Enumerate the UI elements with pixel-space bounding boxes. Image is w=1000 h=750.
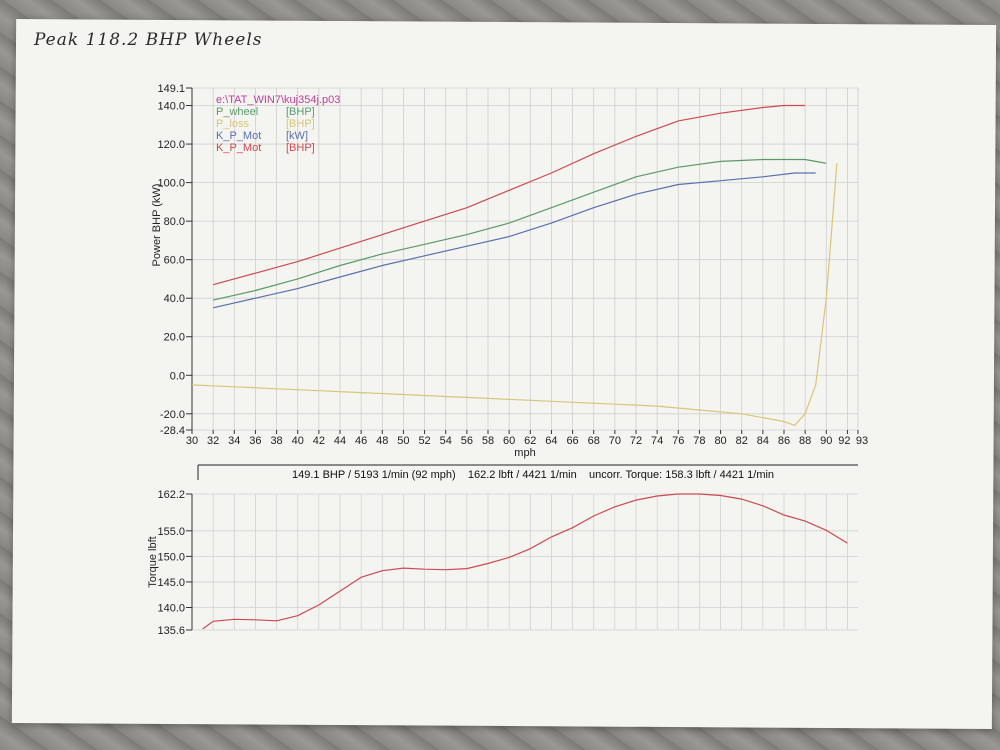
legend-series-unit: [BHP]: [286, 142, 315, 154]
y-tick-label: 100.0: [157, 178, 185, 190]
x-tick-label: 76: [672, 435, 684, 447]
y-tick-label: 120.0: [157, 139, 185, 151]
y-axis-label: Torque lbft: [147, 536, 159, 587]
y-tick-label: 135.6: [157, 625, 185, 637]
legend-series-name: K_P_Mot: [216, 142, 261, 154]
x-tick-label: 84: [757, 435, 769, 447]
legend-series-unit: [kW]: [286, 130, 308, 142]
x-tick-label: 92: [838, 435, 850, 447]
x-tick-label: 66: [566, 435, 578, 447]
handwritten-note: Peak 118.2 BHP Wheels: [34, 30, 263, 50]
x-tick-label: 34: [228, 435, 240, 447]
legend-series-name: P_wheel: [216, 106, 258, 118]
x-tick-label: 86: [778, 435, 790, 447]
x-tick-label: 48: [376, 435, 388, 447]
x-tick-label: 72: [630, 435, 642, 447]
x-tick-label: 54: [440, 435, 452, 447]
x-tick-label: 46: [355, 435, 367, 447]
x-tick-label: 90: [820, 435, 832, 447]
y-tick-label: 150.0: [157, 551, 185, 563]
x-tick-label: 93: [856, 435, 868, 447]
x-tick-label: 82: [736, 435, 748, 447]
y-tick-label: 140.0: [157, 101, 185, 113]
series-line-k-p-mot: [212, 104, 806, 286]
series-line-p-wheel: [212, 158, 827, 301]
x-tick-label: 56: [461, 435, 473, 447]
y-tick-label: 155.0: [157, 526, 185, 538]
y-tick-label: 140.0: [157, 603, 185, 615]
x-tick-label: 80: [714, 435, 726, 447]
power-chart: 149.1 140.0 120.0 100.0 80.0 60.0 40.0 20.0 0.0 -…: [151, 83, 868, 459]
series-line-k-p-mot: [212, 172, 816, 309]
series-line-torque: [202, 493, 848, 630]
info-bar: 149.1 BHP / 5193 1/min (92 mph) 162.2 lb…: [197, 464, 858, 481]
legend-series-unit: [BHP]: [286, 106, 315, 118]
x-tick-label: 42: [313, 435, 325, 447]
y-tick-label: 20.0: [164, 332, 185, 344]
y-axis-label: Power BHP (kW): [151, 184, 163, 267]
y-tick-label: 162.2: [157, 489, 185, 501]
x-tick-label: 30: [186, 435, 198, 447]
legend-series-unit: [BHP]: [286, 118, 315, 130]
x-tick-label: 88: [799, 435, 811, 447]
x-tick-label: 58: [482, 435, 494, 447]
y-tick-label: 0.0: [170, 370, 185, 382]
x-tick-label: 52: [418, 435, 430, 447]
x-tick-label: 62: [524, 435, 536, 447]
x-tick-label: 50: [397, 435, 409, 447]
x-tick-label: 74: [651, 435, 663, 447]
x-tick-label: 60: [503, 435, 515, 447]
y-tick-label: -20.0: [160, 409, 185, 421]
x-tick-label: 32: [207, 435, 219, 447]
y-tick-label: 145.0: [157, 577, 185, 589]
x-tick-label: 64: [545, 435, 557, 447]
x-tick-label: 44: [334, 435, 346, 447]
x-tick-label: 70: [609, 435, 621, 447]
y-tick-label: -28.4: [160, 425, 185, 437]
x-tick-label: 40: [292, 435, 304, 447]
x-tick-label: 68: [588, 435, 600, 447]
info-bar-text: 149.1 BHP / 5193 1/min (92 mph) 162.2 lb…: [292, 469, 774, 481]
legend-filename: e:\TAT_WIN7\kuj354j.p03: [216, 94, 340, 106]
legend-series-name: K_P_Mot: [216, 130, 261, 142]
y-tick-label: 40.0: [164, 293, 185, 305]
x-tick-label: 36: [249, 435, 261, 447]
legend-series-name: P_loss: [216, 118, 250, 130]
x-axis-label: mph: [514, 447, 535, 459]
x-tick-label: 78: [693, 435, 705, 447]
y-tick-label: 80.0: [164, 216, 185, 228]
x-tick-label: 38: [270, 435, 282, 447]
y-tick-label: 60.0: [164, 255, 185, 267]
y-tick-label: 149.1: [157, 83, 185, 95]
torque-chart: 162.2 155.0 150.0 145.0 140.0 135.6 Torque lbf…: [147, 489, 858, 637]
series-line-p-loss: [191, 163, 838, 427]
